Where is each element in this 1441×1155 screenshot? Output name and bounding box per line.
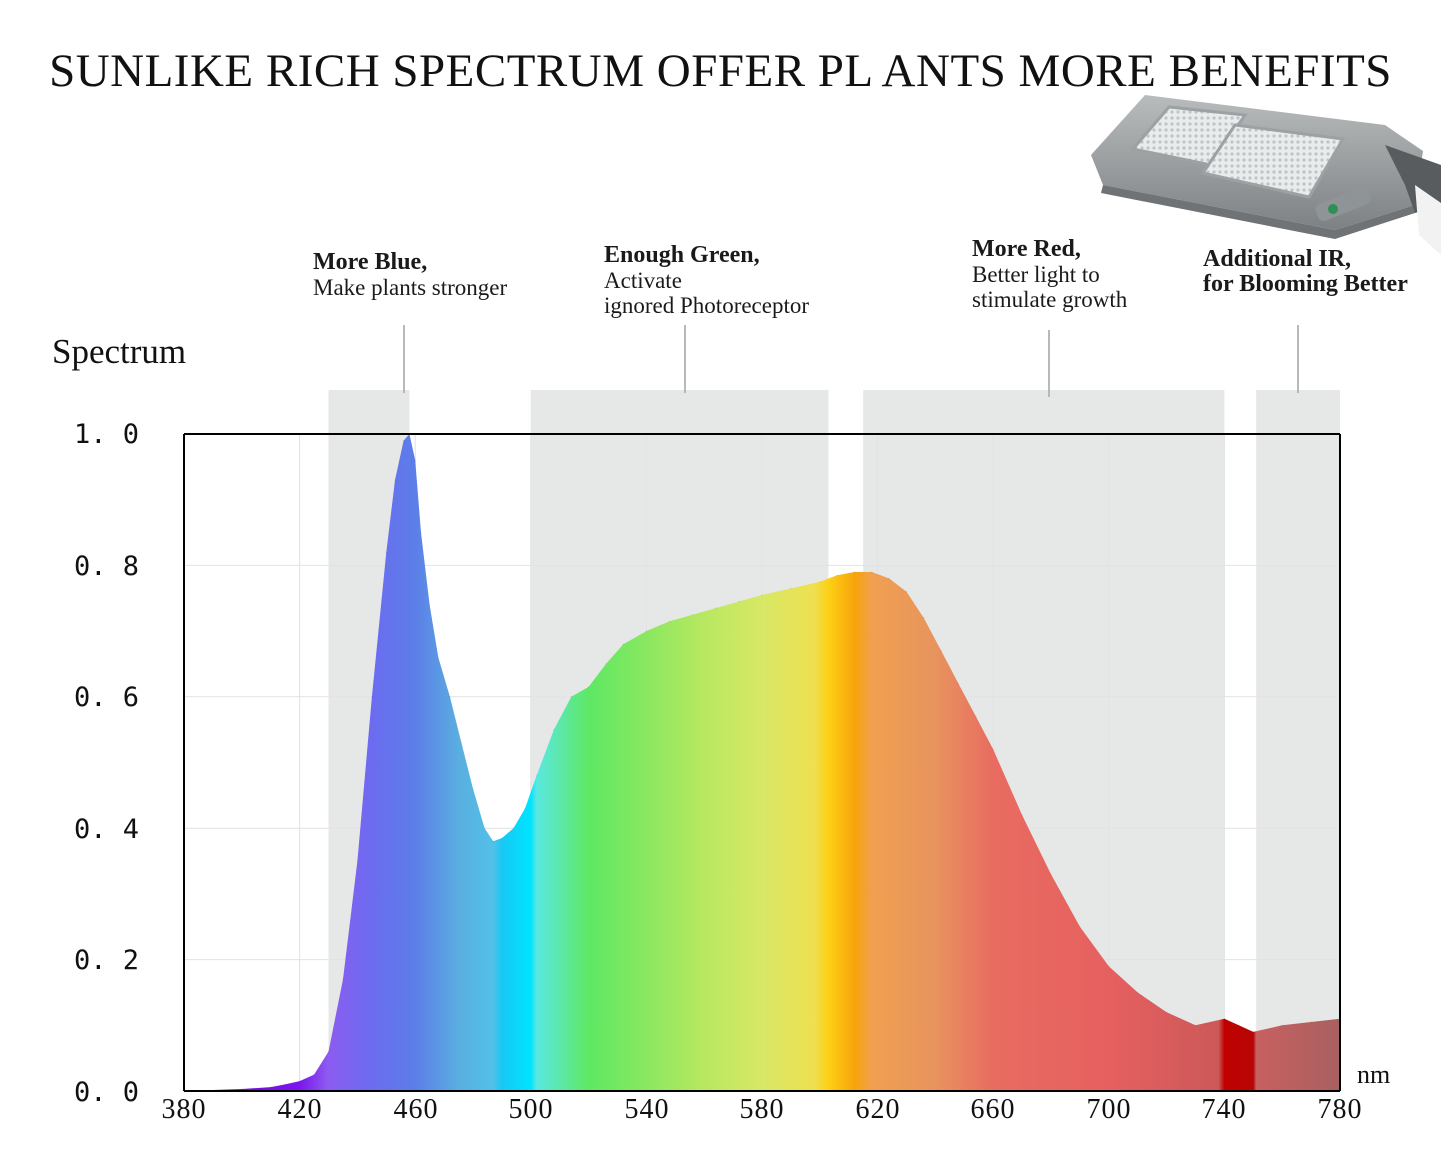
annotation-blue: More Blue, Make plants stronger <box>313 249 508 301</box>
data-point <box>819 581 821 583</box>
y-axis-label: Spectrum <box>52 332 187 371</box>
data-point <box>402 439 405 442</box>
highlight-band <box>1256 390 1340 1091</box>
data-point <box>371 696 373 698</box>
data-point <box>605 663 607 665</box>
data-point <box>512 827 515 829</box>
data-point <box>1281 1024 1283 1027</box>
data-point <box>428 604 431 606</box>
annotation-green-text-2: ignored Photoreceptor <box>604 293 810 318</box>
data-point <box>1021 814 1023 816</box>
data-point <box>923 617 925 619</box>
annotation-blue-heading: More Blue, <box>313 249 428 275</box>
data-point <box>587 686 590 688</box>
annotation-red-text-2: stimulate growth <box>972 287 1128 312</box>
data-point <box>483 827 486 829</box>
x-tick-label: 620 <box>855 1094 901 1125</box>
data-point <box>241 1088 243 1090</box>
data-point <box>888 577 890 580</box>
y-tick-label: 0. 2 <box>74 945 140 976</box>
data-point <box>1050 873 1052 875</box>
data-point <box>298 1080 301 1082</box>
x-tick-label: 740 <box>1201 1094 1247 1125</box>
data-point <box>691 613 694 616</box>
data-point <box>790 587 792 590</box>
x-tick-label: 780 <box>1317 1094 1363 1125</box>
data-point <box>1194 1024 1197 1027</box>
data-point <box>622 643 625 646</box>
y-tick-label: 1. 0 <box>74 419 140 450</box>
annotation-green: Enough Green, Activate ignored Photorece… <box>604 242 810 319</box>
data-point <box>871 571 873 573</box>
annotation-blue-text: Make plants stronger <box>313 275 508 300</box>
y-tick-label: 0. 8 <box>74 551 140 582</box>
data-point <box>356 860 359 862</box>
y-tick-label: 0. 4 <box>74 814 140 845</box>
annotation-ir-text: for Blooming Better <box>1203 271 1408 297</box>
data-point <box>449 696 451 698</box>
annotation-red-text-1: Better light to <box>972 262 1100 287</box>
data-point <box>284 1083 286 1086</box>
x-tick-label: 700 <box>1086 1094 1132 1125</box>
data-point <box>957 682 960 685</box>
data-point <box>1238 1024 1240 1027</box>
data-point <box>1136 991 1139 994</box>
data-point <box>1310 1021 1312 1023</box>
data-point <box>1252 1031 1255 1033</box>
data-point <box>940 650 942 652</box>
data-point <box>738 600 740 603</box>
data-point <box>394 479 396 481</box>
annotation-green-heading: Enough Green, <box>604 242 760 268</box>
data-point <box>472 787 474 790</box>
annotation-green-text-1: Activate <box>604 268 682 293</box>
data-point <box>761 594 763 596</box>
annotation-red-heading: More Red, <box>972 236 1081 262</box>
data-point <box>645 630 648 632</box>
y-tick-label: 0. 0 <box>74 1077 140 1108</box>
x-tick-label: 460 <box>393 1094 439 1125</box>
data-point <box>853 571 856 573</box>
data-point <box>269 1086 272 1088</box>
x-tick-label: 580 <box>739 1094 785 1125</box>
data-point <box>992 748 994 751</box>
x-tick-label: 380 <box>161 1094 207 1125</box>
data-point <box>313 1073 315 1076</box>
data-point <box>535 774 538 777</box>
data-point <box>1165 1011 1168 1013</box>
data-point <box>570 696 573 698</box>
data-point <box>668 620 671 623</box>
data-point <box>327 1050 330 1053</box>
data-point <box>501 837 503 839</box>
annotation-ir-heading: Additional IR, <box>1203 246 1352 272</box>
data-point <box>460 741 463 744</box>
x-tick-label: 540 <box>624 1094 670 1125</box>
data-point <box>342 978 344 981</box>
data-point <box>524 807 526 810</box>
data-point <box>836 574 838 577</box>
data-point <box>1223 1017 1226 1020</box>
data-point <box>420 531 422 534</box>
data-point <box>975 715 977 718</box>
data-point <box>905 590 908 593</box>
y-tick-label: 0. 6 <box>74 682 140 713</box>
x-axis-unit-label: nm <box>1357 1060 1391 1089</box>
solar-street-light-icon <box>1091 95 1441 255</box>
data-point <box>553 728 555 731</box>
x-tick-label: 660 <box>970 1094 1016 1125</box>
spectrum-area <box>184 434 1340 1091</box>
data-point <box>714 607 717 609</box>
data-point <box>385 551 388 554</box>
data-point <box>414 459 417 462</box>
annotation-ir: Additional IR, for Blooming Better <box>1203 247 1408 297</box>
data-point <box>437 656 440 659</box>
x-tick-label: 500 <box>508 1094 554 1125</box>
data-point <box>492 840 495 843</box>
x-tick-label: 420 <box>277 1094 323 1125</box>
page-title: SUNLIKE RICH SPECTRUM OFFER PL ANTS MORE… <box>49 45 1392 97</box>
data-point <box>1079 925 1081 928</box>
data-point <box>1108 965 1110 967</box>
annotation-red: More Red, Better light to stimulate grow… <box>972 236 1128 313</box>
